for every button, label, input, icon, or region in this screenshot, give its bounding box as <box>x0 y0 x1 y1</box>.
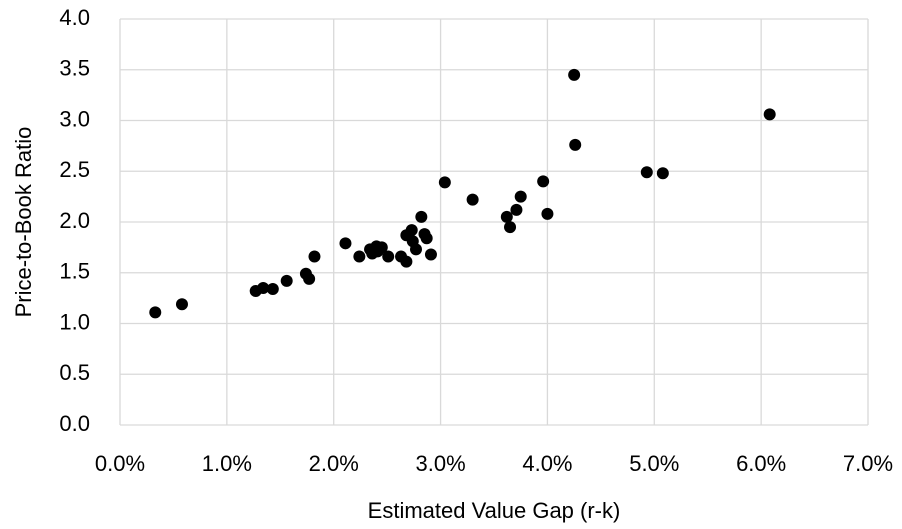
x-tick-label: 4.0% <box>522 451 572 476</box>
point <box>409 243 422 256</box>
point <box>303 272 316 285</box>
y-tick-label: 2.0 <box>59 208 90 233</box>
point <box>382 250 395 263</box>
point <box>763 108 776 121</box>
point <box>280 274 293 287</box>
point <box>375 241 388 254</box>
x-tick-label: 7.0% <box>843 451 893 476</box>
y-tick-label: 3.5 <box>59 56 90 81</box>
point <box>400 255 413 268</box>
x-tick-label: 3.0% <box>415 451 465 476</box>
x-tick-label: 6.0% <box>736 451 786 476</box>
x-tick-label: 0.0% <box>95 451 145 476</box>
point <box>504 221 517 234</box>
point <box>257 281 270 294</box>
y-tick-label: 0.0 <box>59 411 90 436</box>
point <box>149 306 162 319</box>
y-tick-label: 0.5 <box>59 360 90 385</box>
point <box>541 207 554 220</box>
point <box>308 250 321 263</box>
y-tick-label: 4.0 <box>59 5 90 30</box>
point <box>656 167 669 180</box>
point <box>415 210 428 223</box>
y-tick-label: 3.0 <box>59 106 90 131</box>
x-tick-label: 1.0% <box>202 451 252 476</box>
point <box>424 248 437 261</box>
point <box>339 237 352 250</box>
y-tick-label: 1.0 <box>59 309 90 334</box>
x-tick-label: 2.0% <box>309 451 359 476</box>
x-axis-title: Estimated Value Gap (r-k) <box>368 498 621 523</box>
y-tick-label: 1.5 <box>59 259 90 284</box>
point <box>568 68 581 81</box>
point <box>569 138 582 151</box>
point <box>640 166 653 179</box>
point <box>514 190 527 203</box>
point <box>405 224 418 237</box>
point <box>500 210 513 223</box>
point <box>420 232 433 245</box>
y-axis-title: Price-to-Book Ratio <box>11 127 36 318</box>
y-tick-label: 2.5 <box>59 157 90 182</box>
point <box>438 176 451 189</box>
x-tick-label: 5.0% <box>629 451 679 476</box>
point <box>266 282 279 295</box>
point <box>510 203 523 216</box>
point <box>537 175 550 188</box>
point <box>353 250 366 263</box>
point <box>175 298 188 311</box>
point <box>466 193 479 206</box>
